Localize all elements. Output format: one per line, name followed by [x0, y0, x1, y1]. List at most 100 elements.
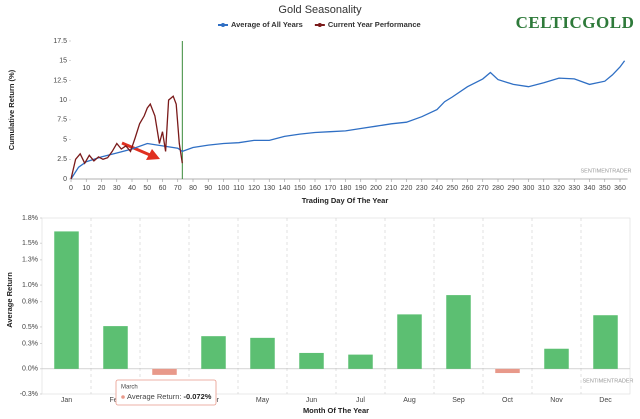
- y-axis-title: Cumulative Return (%): [7, 69, 16, 150]
- x-tick-label: 150: [294, 185, 306, 192]
- arrow-shaft: [121, 141, 151, 157]
- bar: [152, 368, 177, 375]
- bar: [54, 231, 79, 369]
- series-line: [70, 60, 626, 180]
- y-tick-label: 0.5%: [22, 324, 38, 331]
- y-tick-label: 0.8%: [22, 299, 38, 306]
- x-tick-label: 20: [98, 185, 106, 192]
- x-tick-label: 320: [553, 185, 565, 192]
- x-tick-label: 340: [584, 185, 596, 192]
- x-tick-label: 60: [159, 185, 167, 192]
- tooltip-dot: [121, 395, 125, 399]
- y-tick-label: 1.3%: [22, 257, 38, 264]
- x-tick-label: Dec: [599, 397, 612, 404]
- x-tick-label: 140: [279, 185, 291, 192]
- x-tick-label: 100: [218, 185, 230, 192]
- y-tick-label: -0.3%: [20, 391, 38, 398]
- x-tick-label: 220: [401, 185, 413, 192]
- x-tick-label: 200: [370, 185, 382, 192]
- y-tick-label: 7.5: [57, 117, 67, 124]
- x-tick-label: 30: [113, 185, 121, 192]
- tooltip-box: [115, 379, 217, 406]
- chart-title: Gold Seasonality: [278, 4, 362, 16]
- x-tick-label: Sep: [452, 397, 465, 404]
- x-tick-label: 280: [492, 185, 504, 192]
- bar: [201, 336, 226, 369]
- x-tick-label: 90: [204, 185, 212, 192]
- x-tick-label: 190: [355, 185, 367, 192]
- logo-text: CELTICGOLD: [516, 13, 635, 32]
- legend-swatch: [221, 23, 225, 27]
- x-tick-label: Oct: [502, 397, 513, 404]
- arrow-head: [146, 149, 160, 160]
- x-tick-label: 170: [324, 185, 336, 192]
- x-tick-label: 350: [599, 185, 611, 192]
- y-tick-label: 15: [59, 58, 67, 65]
- x-axis-title: Month Of The Year: [303, 406, 369, 415]
- series-line: [70, 95, 183, 180]
- bar: [103, 326, 128, 369]
- x-tick-label: 210: [385, 185, 397, 192]
- bar: [544, 348, 569, 369]
- y-tick-label: 5: [63, 136, 67, 143]
- logo: CELTICGOLD: [515, 4, 635, 42]
- y-tick-label: 1.8%: [22, 215, 38, 222]
- y-tick-label: 0: [63, 176, 67, 183]
- bar: [299, 352, 324, 369]
- bar: [495, 368, 520, 374]
- tooltip-value: -0.072%: [183, 392, 211, 401]
- x-tick-label: 110: [233, 185, 244, 192]
- x-tick-label: Feb: [109, 397, 121, 404]
- y-tick-label: 1.5%: [22, 240, 38, 247]
- x-tick-label: 120: [248, 185, 260, 192]
- bar: [250, 337, 275, 369]
- y-tick-label: 0.3%: [22, 341, 38, 348]
- x-tick-label: Jul: [356, 397, 365, 404]
- x-tick-label: 50: [143, 185, 151, 192]
- x-tick-label: Nov: [550, 397, 563, 404]
- x-tick-label: Jun: [306, 397, 317, 404]
- x-tick-label: 240: [431, 185, 443, 192]
- logo-box: [515, 4, 635, 42]
- legend-label: Average of All Years: [231, 20, 303, 29]
- tooltip-label: Average Return:: [127, 392, 181, 401]
- bar: [348, 354, 373, 369]
- y-tick-label: 17.5: [53, 38, 67, 45]
- x-tick-label: Jan: [61, 397, 72, 404]
- x-tick-label: May: [256, 397, 270, 404]
- x-tick-label: 160: [309, 185, 321, 192]
- y-axis-title: Average Return: [5, 272, 14, 328]
- x-tick-label: 310: [538, 185, 550, 192]
- arrow-annotation: [121, 141, 160, 160]
- bar: [593, 315, 618, 369]
- x-tick-label: Aug: [403, 397, 416, 404]
- x-tick-label: 360: [614, 185, 626, 192]
- x-tick-label: 230: [416, 185, 428, 192]
- legend-label: Current Year Performance: [328, 20, 421, 29]
- y-tick-label: 10: [59, 97, 67, 104]
- x-tick-label: 250: [446, 185, 458, 192]
- x-tick-label: 40: [128, 185, 136, 192]
- bar: [397, 314, 422, 369]
- legend-swatch: [317, 23, 322, 27]
- tooltip-title: March: [121, 385, 138, 391]
- x-tick-label: 260: [462, 185, 474, 192]
- watermark: SENTIMENTRADER: [580, 168, 631, 174]
- x-tick-label: 270: [477, 185, 489, 192]
- x-tick-label: 330: [568, 185, 580, 192]
- y-tick-label: 12.5: [53, 77, 67, 84]
- x-tick-label: 130: [263, 185, 275, 192]
- x-tick-label: 290: [507, 185, 519, 192]
- x-axis-title: Trading Day Of The Year: [302, 196, 389, 205]
- x-tick-label: 300: [523, 185, 535, 192]
- x-tick-label: 80: [189, 185, 197, 192]
- y-tick-label: 2.5: [57, 156, 67, 163]
- y-tick-label: 0.0%: [22, 366, 38, 373]
- bar: [446, 295, 471, 369]
- watermark: SENTIMENTRADER: [582, 378, 633, 384]
- y-tick-label: 1.0%: [22, 282, 38, 289]
- x-tick-label: 0: [69, 185, 73, 192]
- x-tick-label: 10: [82, 185, 90, 192]
